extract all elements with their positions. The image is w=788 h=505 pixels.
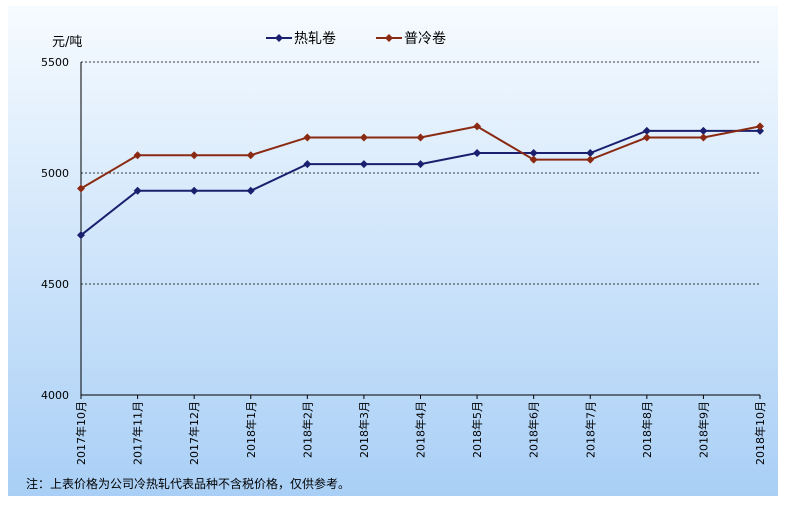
data-point bbox=[303, 160, 312, 169]
x-tick-label: 2018年10月 bbox=[753, 401, 767, 465]
data-point bbox=[190, 186, 199, 195]
legend-label-hot-rolled: 热轧卷 bbox=[294, 31, 336, 47]
series-group bbox=[77, 122, 764, 240]
y-tick-label: 5500 bbox=[41, 56, 69, 69]
data-point bbox=[133, 186, 142, 195]
y-tick-label: 5000 bbox=[41, 167, 69, 180]
data-point bbox=[699, 126, 708, 135]
data-point bbox=[359, 160, 368, 169]
x-tick-label: 2018年4月 bbox=[414, 401, 428, 458]
data-point bbox=[642, 133, 651, 142]
series-0 bbox=[77, 126, 764, 240]
x-tick-label: 2018年5月 bbox=[470, 401, 484, 458]
y-tick-label: 4500 bbox=[41, 278, 69, 291]
data-point bbox=[246, 186, 255, 195]
data-point bbox=[473, 149, 482, 158]
data-point bbox=[77, 184, 85, 193]
legend-marker-cold-rolled bbox=[385, 34, 393, 42]
unit-label: 元/吨 bbox=[52, 35, 82, 50]
chart-background bbox=[8, 6, 778, 496]
legend-marker-hot-rolled bbox=[275, 34, 283, 42]
x-tick-label: 2018年2月 bbox=[300, 401, 314, 458]
gridlines bbox=[81, 61, 760, 285]
x-tick-label: 2017年10月 bbox=[74, 401, 88, 465]
legend-item-hot-rolled: 热轧卷 bbox=[266, 31, 336, 47]
x-tick-label: 2017年12月 bbox=[187, 401, 201, 465]
data-point bbox=[246, 151, 255, 160]
series-1 bbox=[77, 122, 764, 193]
data-point bbox=[190, 151, 199, 160]
x-tick-label: 2018年7月 bbox=[583, 401, 597, 458]
data-point bbox=[303, 133, 312, 142]
x-tick-label: 2018年9月 bbox=[696, 401, 710, 458]
x-tick-label: 2017年11月 bbox=[131, 401, 145, 465]
data-point bbox=[642, 126, 651, 135]
y-tick-label: 4000 bbox=[41, 389, 69, 402]
data-point bbox=[529, 155, 538, 164]
x-tick-label: 2018年3月 bbox=[357, 401, 371, 458]
data-point bbox=[756, 126, 764, 135]
data-point bbox=[473, 122, 482, 131]
data-point bbox=[133, 151, 142, 160]
data-point bbox=[699, 133, 708, 142]
x-tick-label: 2018年6月 bbox=[527, 401, 541, 458]
legend: 热轧卷 普冷卷 bbox=[266, 31, 446, 47]
legend-item-cold-rolled: 普冷卷 bbox=[376, 31, 446, 47]
x-axis-ticks: 2017年10月 2017年11月 2017年12月 2018年1月 2018年2月 20… bbox=[74, 395, 767, 465]
data-point bbox=[77, 231, 85, 240]
y-axis-ticks: 4000 4500 5000 5500 bbox=[41, 56, 69, 402]
data-point bbox=[416, 160, 425, 169]
data-point bbox=[416, 133, 425, 142]
data-point bbox=[756, 122, 764, 131]
x-tick-label: 2018年8月 bbox=[640, 401, 654, 458]
legend-label-cold-rolled: 普冷卷 bbox=[404, 31, 446, 47]
footnote: 注：上表价格为公司冷热轧代表品种不含税价格，仅供参考。 bbox=[26, 476, 350, 491]
data-point bbox=[529, 149, 538, 158]
data-point bbox=[359, 133, 368, 142]
x-tick-label: 2018年1月 bbox=[244, 401, 258, 458]
data-point bbox=[586, 149, 595, 158]
data-point bbox=[586, 155, 595, 164]
